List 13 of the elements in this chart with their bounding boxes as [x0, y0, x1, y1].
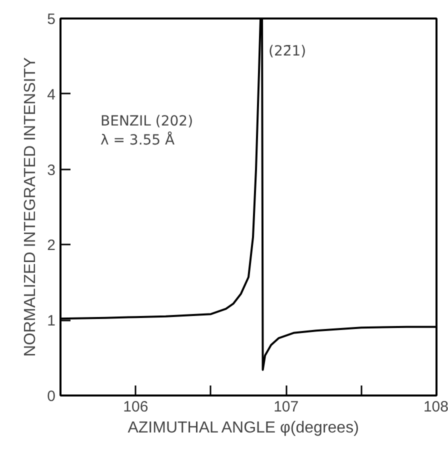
x-tick-label: 106 [123, 398, 148, 416]
x-axis-title: AZIMUTHAL ANGLE φ(degrees) [128, 420, 359, 436]
annotation: (22̄1) [268, 44, 306, 60]
y-tick-label: 3 [47, 162, 56, 179]
y-tick-label: 0 [47, 388, 56, 405]
y-tick-label: 2 [47, 237, 56, 254]
annotation: BENZIL (202) λ = 3.55 Å [100, 114, 194, 149]
y-axis-title: NORMALIZED INTEGRATED INTENSITY [22, 57, 40, 357]
y-tick-label: 1 [47, 312, 56, 330]
y-tick-label: 5 [47, 11, 56, 28]
x-tick-label: 108 [423, 398, 448, 416]
x-tick-label: 107 [274, 398, 299, 416]
y-tick-label: 4 [47, 86, 56, 104]
